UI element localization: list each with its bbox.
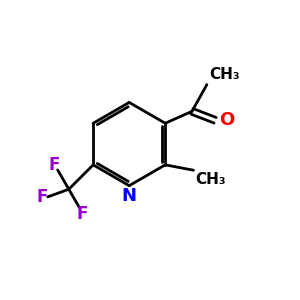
- Text: F: F: [48, 157, 60, 175]
- Text: F: F: [76, 205, 88, 223]
- Text: O: O: [219, 111, 235, 129]
- Text: N: N: [122, 187, 137, 205]
- Text: F: F: [37, 188, 48, 206]
- Text: CH₃: CH₃: [195, 172, 226, 187]
- Text: CH₃: CH₃: [209, 67, 240, 82]
